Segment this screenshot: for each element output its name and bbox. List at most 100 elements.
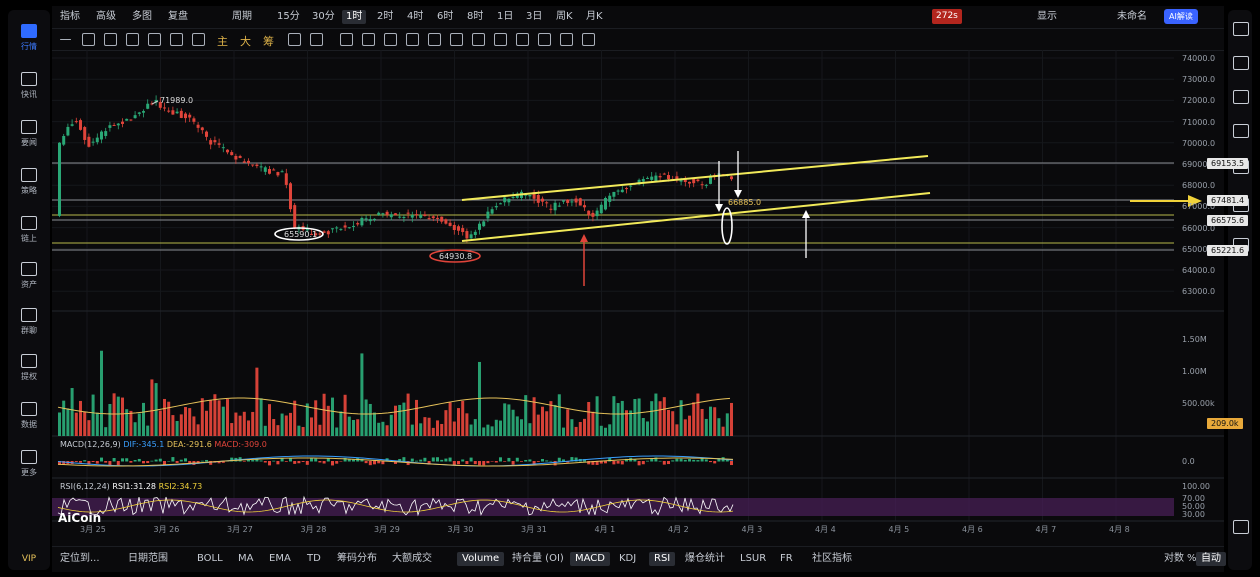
- sidebar-item-strategy[interactable]: 策略: [8, 168, 50, 196]
- sidebar-item-market[interactable]: 行情: [8, 24, 50, 52]
- candlestick-chart[interactable]: 71989.0 65590.1 64930.8 66885.0: [52, 6, 1224, 572]
- grid-tool-icon[interactable]: [170, 33, 183, 46]
- community-button[interactable]: 社区指标: [812, 553, 852, 564]
- tf-1h[interactable]: 1时: [342, 10, 367, 24]
- macd-bar: [209, 461, 213, 465]
- pencil-icon[interactable]: [1233, 56, 1249, 70]
- measure-tool-icon[interactable]: [406, 33, 419, 46]
- replay-button[interactable]: 复盘: [168, 11, 188, 22]
- big-trade-button[interactable]: 大额成交: [392, 553, 432, 564]
- pen-tool-icon[interactable]: [362, 33, 375, 46]
- crop-tool-icon[interactable]: [310, 33, 323, 46]
- sidebar-item-label: 策略: [21, 186, 37, 195]
- lsur-button[interactable]: LSUR: [740, 553, 767, 564]
- dots-tool-icon[interactable]: [192, 33, 205, 46]
- redo-tool-icon[interactable]: [582, 33, 595, 46]
- ema-button[interactable]: EMA: [269, 553, 291, 564]
- sidebar-item-rights[interactable]: 提权: [8, 354, 50, 382]
- oi-button[interactable]: 持合量 (OI): [512, 553, 564, 564]
- macd-bar: [150, 460, 154, 462]
- liquidation-button[interactable]: 爆仓统计: [685, 553, 725, 564]
- vip-label[interactable]: VIP: [21, 554, 37, 564]
- tf-6h[interactable]: 6时: [437, 11, 454, 22]
- candle-body: [247, 160, 250, 163]
- period-dropdown[interactable]: 周期: [232, 11, 252, 22]
- td-button[interactable]: TD: [307, 553, 321, 564]
- tf-30m[interactable]: 30分: [312, 11, 335, 22]
- delete-tool-icon[interactable]: [538, 33, 551, 46]
- trendline-tool-icon[interactable]: [126, 33, 139, 46]
- bars-icon[interactable]: [1233, 124, 1249, 138]
- kdj-button[interactable]: KDJ: [619, 553, 637, 564]
- volume-bar: [427, 417, 431, 436]
- tf-15m[interactable]: 15分: [277, 11, 300, 22]
- boll-button[interactable]: BOLL: [197, 553, 223, 564]
- tf-week[interactable]: 周K: [556, 11, 573, 22]
- sidebar-item-more[interactable]: 更多: [8, 450, 50, 478]
- chip-dist-button[interactable]: 筹码分布: [337, 553, 377, 564]
- log-button[interactable]: 对数: [1164, 553, 1184, 564]
- sidebar-item-onchain[interactable]: 链上: [8, 216, 50, 244]
- expand-icon[interactable]: [1233, 520, 1249, 534]
- indicator-button[interactable]: 指标: [60, 11, 80, 22]
- eye-tool-icon[interactable]: [494, 33, 507, 46]
- ma-button[interactable]: MA: [238, 553, 254, 564]
- volume-bar: [436, 420, 439, 436]
- volume-bar: [725, 413, 729, 436]
- tf-3d[interactable]: 3日: [526, 11, 543, 22]
- macd-bar: [419, 459, 423, 462]
- chip-label[interactable]: 筹: [263, 35, 274, 48]
- volume-button[interactable]: Volume: [457, 552, 505, 566]
- hlines-tool-icon[interactable]: [82, 33, 95, 46]
- shape-tool-icon[interactable]: [472, 33, 485, 46]
- tf-8h[interactable]: 8时: [467, 11, 484, 22]
- advanced-button[interactable]: 高级: [96, 11, 116, 22]
- auto-button[interactable]: 自动: [1196, 552, 1226, 566]
- vline-tool-icon[interactable]: [104, 33, 117, 46]
- multi-chart-button[interactable]: 多图: [132, 11, 152, 22]
- candle-body: [356, 223, 360, 225]
- percent-button[interactable]: %: [1187, 553, 1197, 564]
- volume-bar: [524, 395, 528, 436]
- locate-button[interactable]: 定位到...: [60, 553, 100, 564]
- candle-body: [436, 217, 439, 219]
- ray-tool-icon[interactable]: [148, 33, 161, 46]
- link-tool-icon[interactable]: [450, 33, 463, 46]
- main-label[interactable]: 主: [217, 35, 228, 48]
- display-button[interactable]: 显示: [1037, 11, 1057, 22]
- hline-tool-icon[interactable]: [60, 39, 71, 40]
- capture-tool-icon[interactable]: [288, 33, 301, 46]
- sidebar-item-news[interactable]: 快讯: [8, 72, 50, 100]
- chart-icon: [21, 24, 37, 38]
- sidebar-item-data[interactable]: 数据: [8, 402, 50, 430]
- big-label[interactable]: 大: [240, 35, 251, 48]
- undo-tool-icon[interactable]: [560, 33, 573, 46]
- volume-bar: [616, 403, 620, 436]
- tf-month[interactable]: 月K: [586, 11, 603, 22]
- volume-bar: [154, 383, 158, 436]
- tf-4h[interactable]: 4时: [407, 11, 424, 22]
- layout-name[interactable]: 未命名: [1117, 11, 1147, 22]
- time-axis-label: 4月 7: [1035, 525, 1057, 534]
- candle-body: [335, 227, 339, 229]
- fr-button[interactable]: FR: [780, 553, 793, 564]
- tf-2h[interactable]: 2时: [377, 11, 394, 22]
- macd-bar: [616, 461, 620, 464]
- ai-button[interactable]: AI解读: [1164, 9, 1198, 24]
- sidebar-item-headlines[interactable]: 要闻: [8, 120, 50, 148]
- volume-bar: [398, 404, 402, 436]
- zoom-tool-icon[interactable]: [384, 33, 397, 46]
- tf-1d[interactable]: 1日: [497, 11, 514, 22]
- chart-up-icon[interactable]: [1233, 90, 1249, 104]
- text-tool-icon[interactable]: [340, 33, 353, 46]
- sidebar-item-assets[interactable]: 资产: [8, 262, 50, 290]
- macd-button[interactable]: MACD: [570, 552, 610, 566]
- date-range-button[interactable]: 日期范围: [128, 553, 168, 564]
- ruler-icon[interactable]: [1233, 22, 1249, 36]
- lock-tool-icon[interactable]: [516, 33, 529, 46]
- sidebar-item-chat[interactable]: 群聊: [8, 308, 50, 336]
- magnet-tool-icon[interactable]: [428, 33, 441, 46]
- candle-body: [137, 112, 141, 114]
- macd-bar: [360, 458, 364, 462]
- rsi-button[interactable]: RSI: [649, 552, 676, 566]
